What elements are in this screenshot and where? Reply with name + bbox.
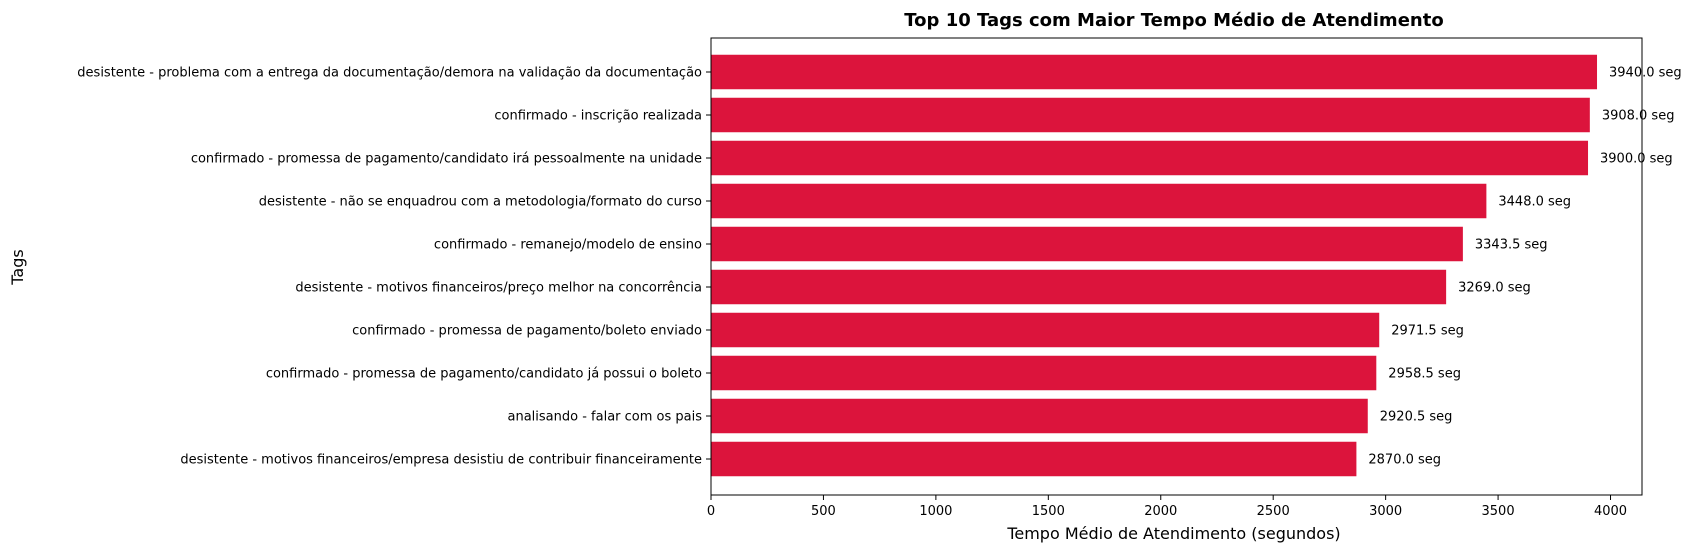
y-tick-label: desistente - motivos financeiros/preço m… <box>295 281 702 296</box>
y-tick-label: confirmado - promessa de pagamento/candi… <box>191 152 702 167</box>
value-label: 2971.5 seg <box>1391 324 1464 339</box>
x-tick-label: 3000 <box>1369 504 1402 519</box>
bar <box>711 441 1357 477</box>
value-label: 2958.5 seg <box>1388 367 1461 382</box>
x-tick-label: 4000 <box>1594 504 1627 519</box>
bar <box>711 54 1598 90</box>
value-label: 3940.0 seg <box>1609 66 1682 81</box>
y-tick-label: confirmado - remanejo/modelo de ensino <box>434 238 702 253</box>
bar <box>711 183 1487 219</box>
x-tick-label: 1000 <box>919 504 952 519</box>
bar <box>711 398 1368 434</box>
x-tick-label: 2000 <box>1144 504 1177 519</box>
value-label: 3900.0 seg <box>1600 152 1673 167</box>
y-tick-label: confirmado - inscrição realizada <box>494 109 702 124</box>
y-tick-label: analisando - falar com os pais <box>508 410 703 425</box>
value-label: 3448.0 seg <box>1498 195 1571 210</box>
value-label: 3908.0 seg <box>1602 109 1675 124</box>
x-tick-label: 1500 <box>1032 504 1065 519</box>
bar <box>711 140 1589 176</box>
value-label: 3269.0 seg <box>1458 281 1531 296</box>
x-tick-label: 3500 <box>1482 504 1515 519</box>
bar <box>711 355 1377 391</box>
x-tick-label: 0 <box>707 504 715 519</box>
y-tick-label: confirmado - promessa de pagamento/candi… <box>266 367 702 382</box>
x-tick-label: 500 <box>811 504 836 519</box>
x-axis-label: Tempo Médio de Atendimento (segundos) <box>1006 524 1340 543</box>
value-label: 2870.0 seg <box>1368 453 1441 468</box>
plot-area: desistente - problema com a entrega da d… <box>77 37 1682 519</box>
bar <box>711 226 1463 262</box>
bar <box>711 312 1380 348</box>
value-label: 3343.5 seg <box>1475 238 1548 253</box>
x-tick-label: 2500 <box>1257 504 1290 519</box>
y-tick-label: desistente - problema com a entrega da d… <box>77 66 702 81</box>
y-axis-label: Tags <box>8 249 27 285</box>
y-tick-label: confirmado - promessa de pagamento/bolet… <box>352 324 702 339</box>
value-label: 2920.5 seg <box>1380 410 1453 425</box>
y-tick-label: desistente - motivos financeiros/empresa… <box>180 453 702 468</box>
bar <box>711 97 1590 133</box>
y-tick-label: desistente - não se enquadrou com a meto… <box>259 195 702 210</box>
chart-title: Top 10 Tags com Maior Tempo Médio de Ate… <box>904 10 1443 31</box>
plot-frame <box>710 37 1643 496</box>
bar <box>711 269 1447 305</box>
